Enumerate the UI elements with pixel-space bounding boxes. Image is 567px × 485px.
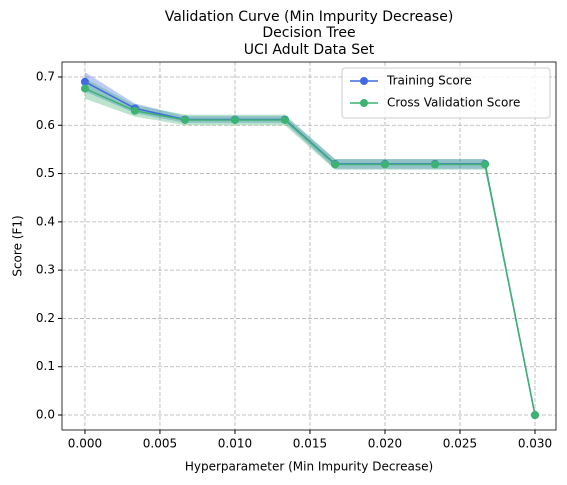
legend-label: Training Score (386, 74, 472, 88)
x-tick-label: 0.010 (218, 437, 252, 451)
legend-marker (360, 99, 368, 107)
series-line (84, 87, 536, 416)
x-tick-label: 0.015 (293, 437, 327, 451)
x-tick-label: 0.030 (518, 437, 552, 451)
y-tick-label: 0.1 (36, 359, 55, 373)
data-point (230, 115, 239, 124)
chart-subtitle: Decision Tree (262, 25, 355, 41)
data-point (430, 160, 439, 169)
data-point (530, 411, 539, 420)
plot-frame (61, 61, 557, 431)
data-point (481, 160, 490, 169)
x-tick-label: 0.000 (68, 437, 102, 451)
y-tick-label: 0.5 (36, 166, 55, 180)
data-point (130, 106, 139, 115)
y-tick-label: 0.0 (36, 408, 55, 422)
data-point (80, 77, 89, 86)
x-axis-label: Hyperparameter (Min Impurity Decrease) (185, 460, 433, 474)
data-point (181, 115, 190, 124)
y-tick-label: 0.3 (36, 263, 55, 277)
y-tick-label: 0.2 (36, 311, 55, 325)
error-band (84, 78, 535, 416)
data-point (280, 115, 289, 124)
x-tick-label: 0.020 (368, 437, 402, 451)
legend-label: Cross Validation Score (387, 96, 520, 110)
data-point (380, 160, 389, 169)
data-point (80, 84, 89, 93)
y-tick-label: 0.6 (36, 118, 55, 132)
y-axis-label: Score (F1) (11, 215, 25, 276)
y-tick-label: 0.7 (36, 69, 55, 83)
x-tick-label: 0.025 (443, 437, 477, 451)
chart-subtitle: UCI Adult Data Set (244, 42, 375, 58)
x-tick-label: 0.005 (143, 437, 177, 451)
y-tick-label: 0.4 (36, 214, 55, 228)
data-point (331, 160, 340, 169)
chart-title: Validation Curve (Min Impurity Decrease) (165, 9, 454, 25)
legend-marker (360, 77, 368, 85)
legend-box (341, 67, 551, 119)
